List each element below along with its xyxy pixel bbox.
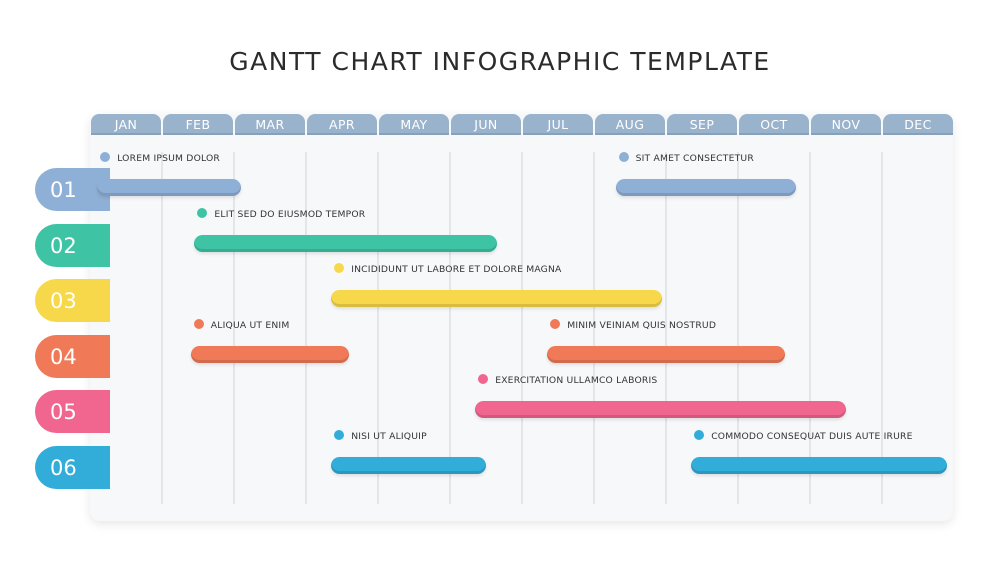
task-label: EXERCITATION ULLAMCO LABORIS [478, 374, 657, 386]
row-number-badge: 05 [35, 390, 110, 433]
task-dot-icon [197, 207, 208, 218]
task-label: SIT AMET CONSECTETUR [618, 152, 754, 164]
month-gridline [737, 152, 739, 504]
task-dot-icon [550, 318, 561, 329]
task-dot-icon [193, 318, 204, 329]
row-number-badge: 04 [35, 334, 110, 378]
task-name: LOREM IPSUM DOLOR [117, 153, 221, 164]
task-dot-icon [478, 374, 489, 384]
month-header-jul: JUL [523, 114, 593, 135]
month-header-apr: APR [307, 114, 377, 135]
month-gridline [161, 152, 163, 504]
task-label: NISI UT ALIQUIP [334, 429, 427, 442]
row-number-badge: 06 [35, 445, 110, 489]
task-dot-icon [618, 152, 629, 162]
chart-title: GANTT CHART INFOGRAPHIC TEMPLATE [229, 47, 771, 76]
task-bar[interactable] [615, 179, 796, 196]
month-header-dec: DEC [883, 114, 953, 135]
month-header-may: MAY [379, 114, 449, 135]
task-bar[interactable] [475, 401, 846, 418]
task-name: ELIT SED DO EIUSMOD TEMPOR [214, 208, 366, 220]
task-name: NISI UT ALIQUIP [351, 430, 427, 442]
task-name: EXERCITATION ULLAMCO LABORIS [495, 375, 658, 386]
month-gridline [809, 152, 811, 504]
task-dot-icon [100, 152, 111, 162]
task-label: COMMODO CONSEQUAT DUIS AUTE IRURE [694, 429, 913, 442]
task-name: ALIQUA UT ENIM [210, 319, 290, 331]
month-gridline [521, 152, 523, 504]
task-bar[interactable] [194, 234, 497, 252]
row-number-badge: 01 [35, 168, 110, 211]
task-bar[interactable] [97, 179, 242, 196]
task-bar[interactable] [547, 345, 785, 363]
task-bar[interactable] [190, 345, 350, 363]
month-gridline [305, 152, 307, 504]
month-gridline [449, 152, 451, 504]
row-number-badge: 02 [35, 223, 110, 267]
month-header-sep: SEP [667, 114, 737, 135]
task-dot-icon [694, 429, 705, 440]
month-header-feb: FEB [163, 114, 233, 135]
task-name: SIT AMET CONSECTETUR [635, 153, 754, 164]
task-dot-icon [334, 263, 345, 273]
task-bar[interactable] [331, 290, 663, 307]
month-gridline [233, 152, 235, 504]
month-gridline [665, 152, 667, 504]
month-header-mar: MAR [235, 114, 305, 135]
task-bar[interactable] [691, 456, 947, 474]
task-name: MINIM VEINIAM QUIS NOSTRUD [567, 319, 717, 331]
task-name: INCIDIDUNT UT LABORE ET DOLORE MAGNA [351, 264, 562, 275]
task-name: COMMODO CONSEQUAT DUIS AUTE IRURE [711, 430, 913, 442]
month-header-jan: JAN [91, 114, 161, 135]
task-bar[interactable] [331, 456, 486, 474]
row-number-badge: 03 [35, 279, 110, 322]
month-gridline [881, 152, 883, 504]
task-label: ALIQUA UT ENIM [193, 318, 290, 331]
month-header-nov: NOV [811, 114, 881, 135]
month-header-aug: AUG [595, 114, 665, 135]
month-gridline [377, 152, 379, 504]
task-label: LOREM IPSUM DOLOR [100, 152, 220, 164]
task-dot-icon [334, 429, 345, 440]
task-label: INCIDIDUNT UT LABORE ET DOLORE MAGNA [334, 263, 561, 275]
month-header-jun: JUN [451, 114, 521, 135]
month-gridline [593, 152, 595, 504]
task-label: MINIM VEINIAM QUIS NOSTRUD [550, 318, 717, 331]
month-header-oct: OCT [739, 114, 809, 135]
task-label: ELIT SED DO EIUSMOD TEMPOR [197, 207, 366, 220]
